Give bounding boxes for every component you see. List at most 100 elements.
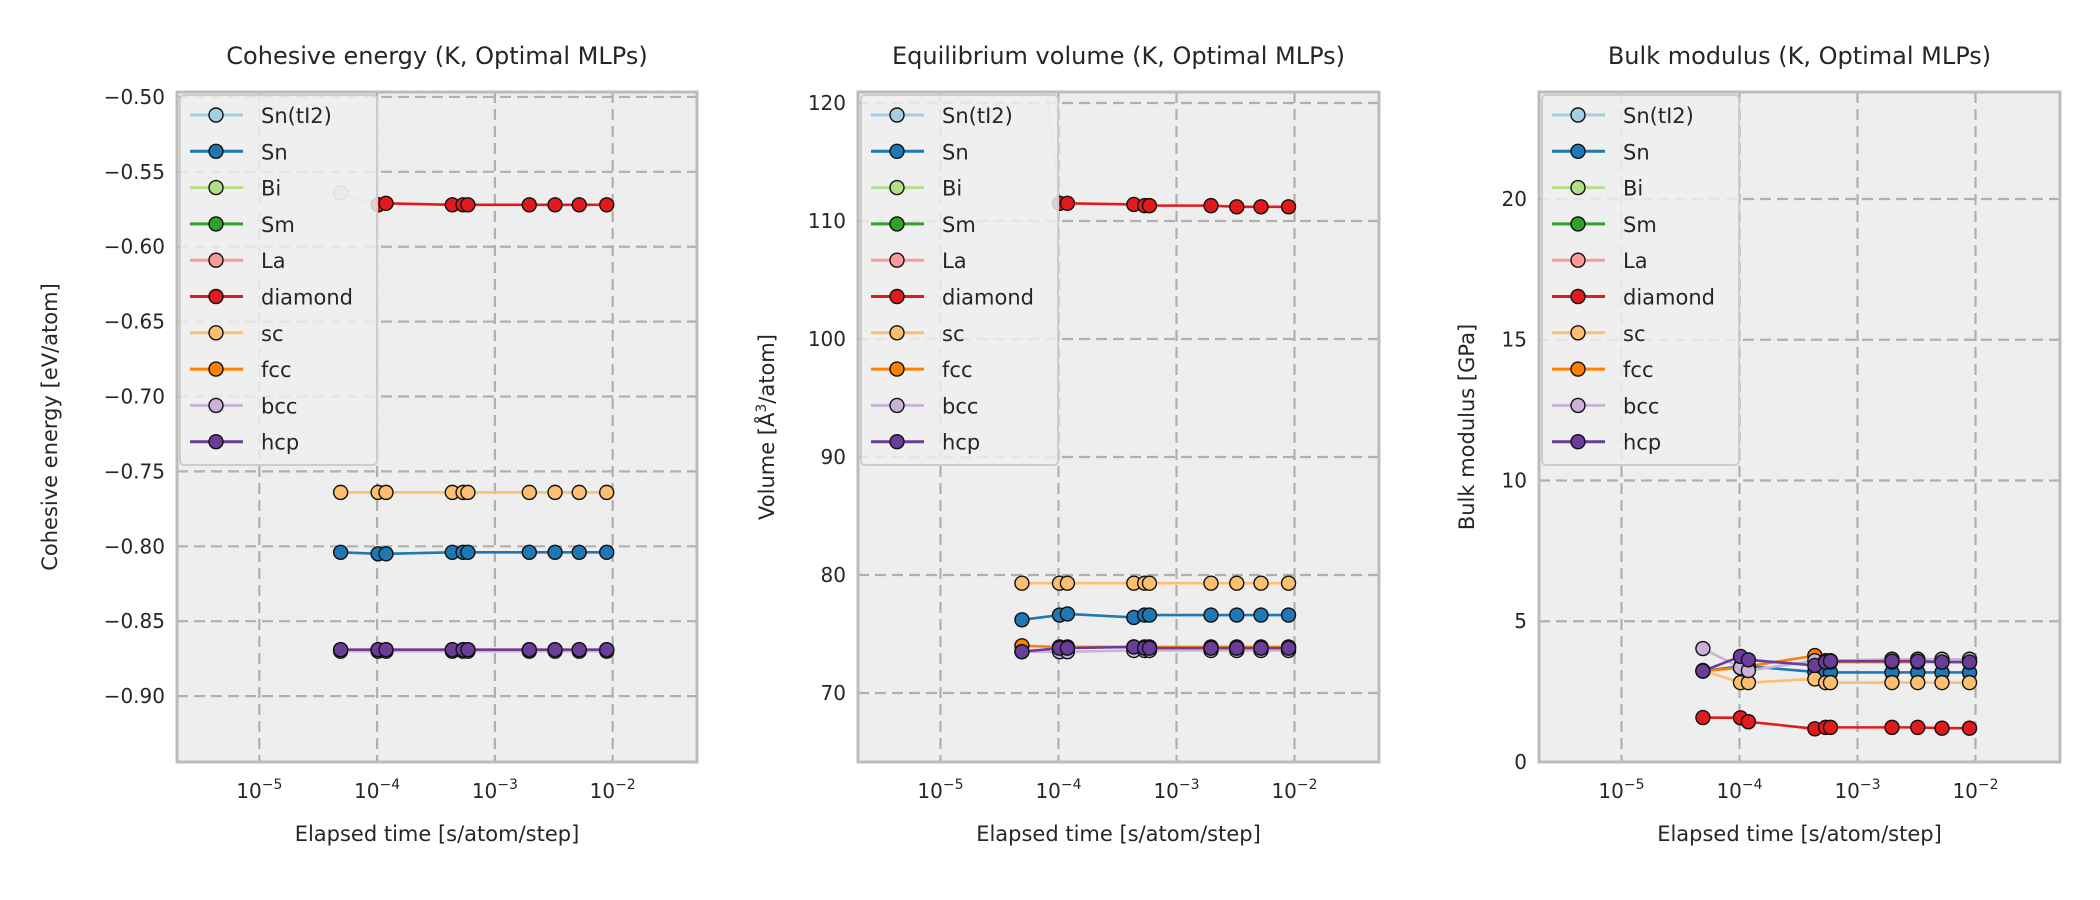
legend-label: fcc: [1623, 358, 1654, 382]
x-axis-label: Elapsed time [s/atom/step]: [976, 822, 1261, 846]
legend-label: fcc: [942, 358, 973, 382]
data-point: [599, 544, 615, 560]
legend-marker-icon: [1570, 216, 1586, 232]
legend-label: Sm: [942, 213, 976, 237]
data-point: [1934, 720, 1950, 736]
data-point: [1884, 653, 1900, 669]
legend-item: La: [1552, 249, 1648, 273]
data-point: [1695, 640, 1711, 657]
legend-label: Sn(tI2): [1623, 104, 1694, 128]
data-point: [460, 641, 476, 658]
data-point: [1059, 575, 1076, 591]
legend-marker-icon: [1570, 434, 1586, 450]
data-point: [460, 544, 476, 560]
data-point: [1695, 709, 1711, 726]
x-tick-label: 10−4: [1716, 777, 1762, 803]
y-tick-label: 0: [1514, 750, 1527, 774]
legend-item: diamond: [871, 286, 1034, 310]
legend-label: hcp: [942, 431, 980, 455]
legend-label: Sn: [942, 140, 969, 164]
data-point: [1014, 575, 1030, 591]
legend-label: Bi: [261, 177, 281, 201]
legend-marker-icon: [208, 361, 224, 377]
legend-marker-icon: [208, 397, 224, 414]
data-point: [571, 544, 587, 560]
y-tick-label: −0.55: [104, 160, 165, 184]
series-sc: [1014, 575, 1297, 591]
data-point: [1253, 575, 1269, 591]
legend-marker-icon: [208, 325, 224, 341]
legend-item: fcc: [1552, 358, 1654, 382]
legend-item: hcp: [1552, 431, 1661, 455]
legend-label: La: [942, 249, 967, 273]
legend-label: bcc: [942, 394, 978, 418]
legend-marker-icon: [889, 179, 905, 196]
legend-label: sc: [1623, 322, 1646, 346]
legend-marker-icon: [889, 107, 905, 123]
legend-marker-icon: [1570, 397, 1586, 414]
y-tick-label: 120: [808, 91, 846, 115]
legend-item: Bi: [871, 177, 962, 201]
series-diamond: [370, 195, 615, 213]
x-tick-label: 10−4: [1035, 777, 1081, 803]
legend-marker-icon: [208, 107, 224, 123]
x-tick-label: 10−5: [917, 777, 963, 803]
legend-label: Sn: [261, 140, 288, 164]
data-point: [1141, 607, 1158, 623]
data-point: [1280, 575, 1297, 591]
series-hcp: [1014, 639, 1297, 660]
y-tick-label: 70: [821, 681, 846, 705]
legend-label: hcp: [1623, 431, 1661, 455]
legend-marker-icon: [208, 288, 224, 305]
series-layer: [1014, 92, 1297, 660]
y-tick-label: 110: [808, 209, 846, 233]
data-point: [1910, 653, 1926, 669]
data-point: [378, 195, 394, 211]
legend-item: bcc: [190, 394, 297, 418]
legend-label: bcc: [1623, 394, 1659, 418]
legend-item: Sn: [871, 140, 969, 164]
data-point: [1280, 640, 1297, 656]
legend-item: Bi: [190, 177, 281, 201]
y-tick-label: −0.70: [104, 385, 165, 409]
legend-item: hcp: [190, 431, 299, 455]
data-point: [547, 197, 563, 213]
data-point: [521, 484, 538, 501]
legend-label: fcc: [261, 358, 292, 382]
data-point: [1934, 674, 1950, 691]
legend-marker-icon: [889, 143, 905, 160]
panel-equilibrium-volume: 10−5 10−4 10−3 10−2 70 80 90 100 110 120 Equilibri…: [753, 42, 1381, 846]
data-point: [1695, 663, 1711, 679]
data-point: [1203, 607, 1219, 623]
axes-frame: [1537, 90, 2062, 764]
legend: Sn(tI2) Sn Bi Sm La diamond sc fcc bcc hcp: [860, 94, 1059, 466]
data-point: [1280, 607, 1297, 623]
data-point: [571, 484, 587, 501]
legend-item: Sm: [1552, 213, 1657, 237]
data-point: [378, 484, 394, 501]
legend-marker-icon: [208, 434, 224, 450]
data-point: [1203, 640, 1219, 656]
legend-label: Sn(tI2): [942, 104, 1013, 128]
legend-marker-icon: [1570, 179, 1586, 196]
data-point: [378, 641, 394, 658]
x-tick-label: 10−5: [1598, 777, 1644, 803]
x-tick-label: 10−4: [354, 777, 400, 803]
data-point: [378, 546, 394, 562]
legend-label: sc: [261, 322, 284, 346]
data-point: [1203, 197, 1219, 214]
axes-frame: [856, 90, 1381, 764]
legend-marker-icon: [208, 252, 224, 268]
data-point: [1910, 674, 1926, 691]
data-point: [521, 544, 538, 560]
data-point: [1253, 199, 1269, 215]
data-point: [1822, 719, 1839, 736]
legend-item: Sn(tI2): [871, 104, 1013, 128]
legend-label: diamond: [261, 286, 353, 310]
data-point: [1059, 606, 1076, 622]
data-point: [1253, 607, 1269, 623]
data-point: [460, 484, 476, 501]
data-point: [1280, 199, 1297, 215]
panel-bulk-modulus: 10−5 10−4 10−3 10−2 0 5 10 15 20 Bulk modulus (K,…: [1455, 42, 2062, 846]
